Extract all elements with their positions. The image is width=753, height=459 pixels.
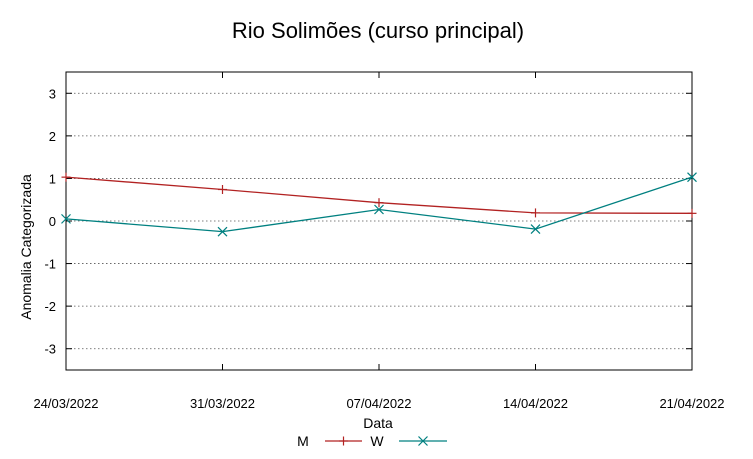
- y-axis-ticks: 3 2 1 0 -1 -2 -3: [44, 86, 692, 357]
- x-axis-ticks: 24/03/2022 31/03/2022 07/04/2022 14/04/2022…: [33, 72, 725, 411]
- y-tick-label: -1: [44, 257, 56, 272]
- y-axis-label: Anomalia Categorizada: [18, 174, 34, 320]
- grid-lines: [66, 92, 692, 350]
- series-M: [61, 172, 697, 218]
- data-point: [61, 213, 71, 224]
- data-point: [374, 204, 384, 215]
- data-point: [687, 172, 697, 183]
- y-tick-label: 1: [49, 171, 56, 186]
- point-marker-b: [217, 226, 228, 237]
- legend-item-M: M: [297, 433, 362, 449]
- data-point: [530, 224, 541, 235]
- point-marker-b: [530, 224, 541, 235]
- y-tick-label: 0: [49, 214, 56, 229]
- legend-item-W: W: [370, 433, 447, 449]
- data-point: [374, 198, 384, 208]
- data-point: [218, 184, 227, 194]
- chart-title: Rio Solimões (curso principal): [232, 18, 524, 43]
- point-marker-b: [687, 172, 697, 183]
- x-tick-label: 24/03/2022: [33, 396, 98, 411]
- x-tick-label: 21/04/2022: [659, 396, 724, 411]
- x-tick-label: 14/04/2022: [503, 396, 568, 411]
- x-axis-label: Data: [363, 415, 393, 431]
- y-tick-label: -3: [44, 342, 56, 357]
- x-tick-label: 31/03/2022: [190, 396, 255, 411]
- legend-label: M: [297, 433, 309, 449]
- point-marker-b: [418, 436, 428, 446]
- point-marker-b: [61, 213, 71, 224]
- series-W: [61, 172, 697, 237]
- point-marker-b: [374, 204, 384, 215]
- y-tick-label: -2: [44, 299, 56, 314]
- series-layer: [61, 172, 697, 237]
- legend-label: W: [370, 433, 384, 449]
- data-point: [687, 208, 697, 218]
- y-tick-label: 2: [49, 129, 56, 144]
- y-tick-label: 3: [49, 86, 56, 101]
- data-point: [61, 172, 71, 182]
- data-point: [531, 208, 540, 218]
- data-point: [217, 226, 228, 237]
- x-tick-label: 07/04/2022: [346, 396, 411, 411]
